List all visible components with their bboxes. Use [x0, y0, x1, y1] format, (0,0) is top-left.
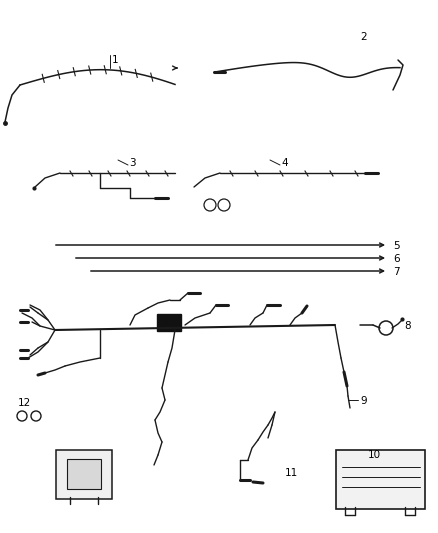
- Text: 9: 9: [360, 396, 367, 406]
- Text: 5: 5: [393, 241, 399, 251]
- Text: 2: 2: [360, 32, 367, 42]
- FancyBboxPatch shape: [56, 450, 112, 499]
- Text: 6: 6: [393, 254, 399, 264]
- Text: 11: 11: [285, 468, 298, 478]
- FancyBboxPatch shape: [67, 459, 101, 489]
- Text: 12: 12: [18, 398, 31, 408]
- Text: 3: 3: [129, 158, 136, 168]
- Text: 7: 7: [393, 267, 399, 277]
- Text: 4: 4: [281, 158, 288, 168]
- FancyBboxPatch shape: [336, 450, 425, 509]
- Text: 1: 1: [112, 55, 119, 65]
- FancyBboxPatch shape: [157, 314, 181, 331]
- Text: 8: 8: [404, 321, 411, 331]
- Text: 10: 10: [368, 450, 381, 460]
